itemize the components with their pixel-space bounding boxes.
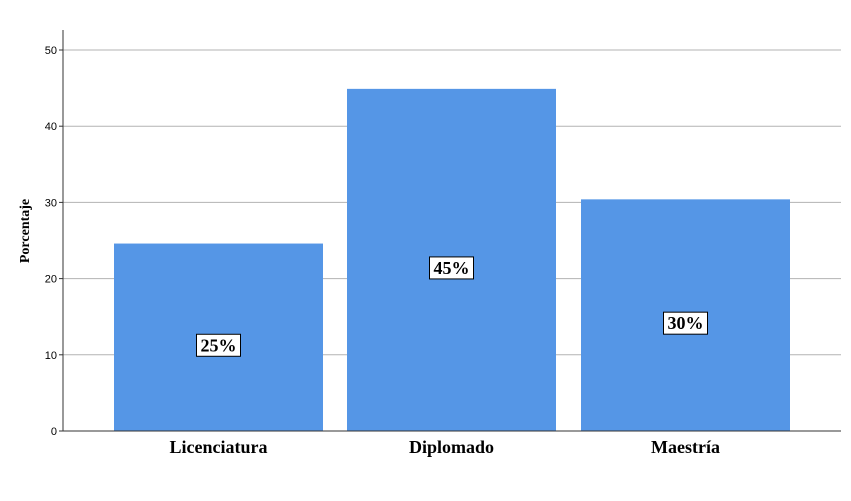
y-tick-label: 40 (45, 121, 57, 133)
x-category-label: Maestría (651, 437, 720, 457)
data-label-licenciatura: 25% (196, 333, 241, 357)
y-tick-label: 0 (51, 426, 57, 438)
axes (62, 30, 841, 432)
data-label-diplomado: 45% (429, 256, 474, 280)
y-axis-title: Porcentaje (18, 199, 33, 263)
data-label-text: 30% (668, 313, 704, 333)
y-tick-label: 50 (45, 45, 57, 57)
x-category-labels: Licenciatura Diplomado Maestría (170, 437, 720, 457)
data-label-box (429, 256, 474, 280)
y-tick-label: 20 (45, 274, 57, 286)
y-tick-labels: 0 10 20 30 40 50 (45, 45, 63, 438)
data-label-text: 25% (201, 335, 237, 355)
x-category-label: Diplomado (409, 437, 494, 457)
data-label-box (196, 333, 241, 357)
data-label-box (663, 311, 708, 335)
y-tick-label: 30 (45, 197, 57, 209)
y-tick-label: 10 (45, 350, 57, 362)
x-category-label: Licenciatura (170, 437, 268, 457)
data-label-text: 45% (434, 258, 470, 278)
data-labels: 25% 45% 30% (196, 256, 708, 357)
data-label-maestría: 30% (663, 311, 708, 335)
